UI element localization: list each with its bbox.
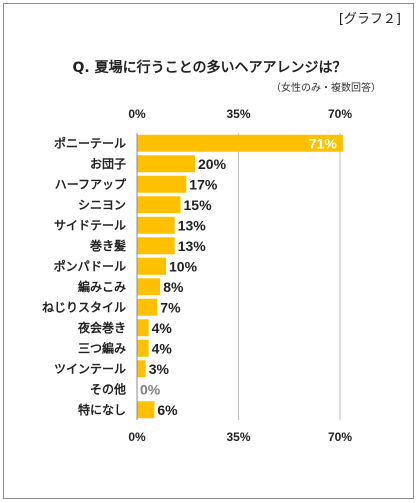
category-label: サイドテール <box>54 218 126 232</box>
x-tick-label-bottom: 35% <box>226 430 250 444</box>
figure-tag: [グラフ２] <box>338 12 401 27</box>
value-label: 4% <box>152 340 173 356</box>
value-label: 20% <box>198 156 227 172</box>
category-label: 巻き髪 <box>89 238 126 253</box>
x-tick-label-bottom: 0% <box>128 430 146 444</box>
value-label: 13% <box>178 217 207 233</box>
bar <box>137 360 146 378</box>
bar <box>137 175 187 193</box>
value-label: 17% <box>189 176 218 192</box>
category-label: 夜会巻き <box>77 320 126 335</box>
bar <box>137 216 175 234</box>
bar <box>137 237 175 255</box>
category-label: ツインテール <box>54 362 126 376</box>
x-tick-label-top: 70% <box>328 107 352 121</box>
value-label: 0% <box>140 381 161 397</box>
category-label: 特になし <box>78 402 126 417</box>
category-label: ポニーテール <box>54 135 126 150</box>
bar <box>137 257 166 275</box>
value-label: 8% <box>163 279 184 295</box>
bar <box>137 298 158 316</box>
category-label: その他 <box>90 381 126 396</box>
value-label: 15% <box>184 197 213 213</box>
chart-frame <box>3 3 414 499</box>
value-label: 10% <box>169 258 198 274</box>
category-label: ねじりスタイル <box>42 300 126 314</box>
value-label: 7% <box>160 299 181 315</box>
chart-subtitle: （女性のみ・複数回答） <box>271 83 381 94</box>
bar <box>137 319 149 337</box>
value-label: 13% <box>178 238 207 254</box>
value-label: 4% <box>152 320 173 336</box>
bar <box>137 155 195 173</box>
bar <box>137 401 155 419</box>
chart-title: Q. 夏場に行うことの多いヘアアレンジは？ <box>72 60 347 76</box>
value-label: 6% <box>157 402 178 418</box>
category-label: 編みこみ <box>78 279 126 294</box>
bar <box>137 196 181 214</box>
category-label: 三つ編み <box>78 340 126 355</box>
x-tick-label-top: 35% <box>226 107 250 121</box>
bar <box>137 339 149 357</box>
x-tick-label-bottom: 70% <box>328 430 352 444</box>
category-label: ポンパドール <box>54 258 126 273</box>
category-label: お団子 <box>90 157 126 171</box>
category-label: ハーフアップ <box>55 176 127 191</box>
value-label: 3% <box>149 361 170 377</box>
value-label: 71% <box>309 135 338 151</box>
category-label: シニヨン <box>78 198 126 212</box>
x-tick-label-top: 0% <box>128 107 146 121</box>
bar <box>137 278 161 296</box>
bar <box>137 134 343 152</box>
